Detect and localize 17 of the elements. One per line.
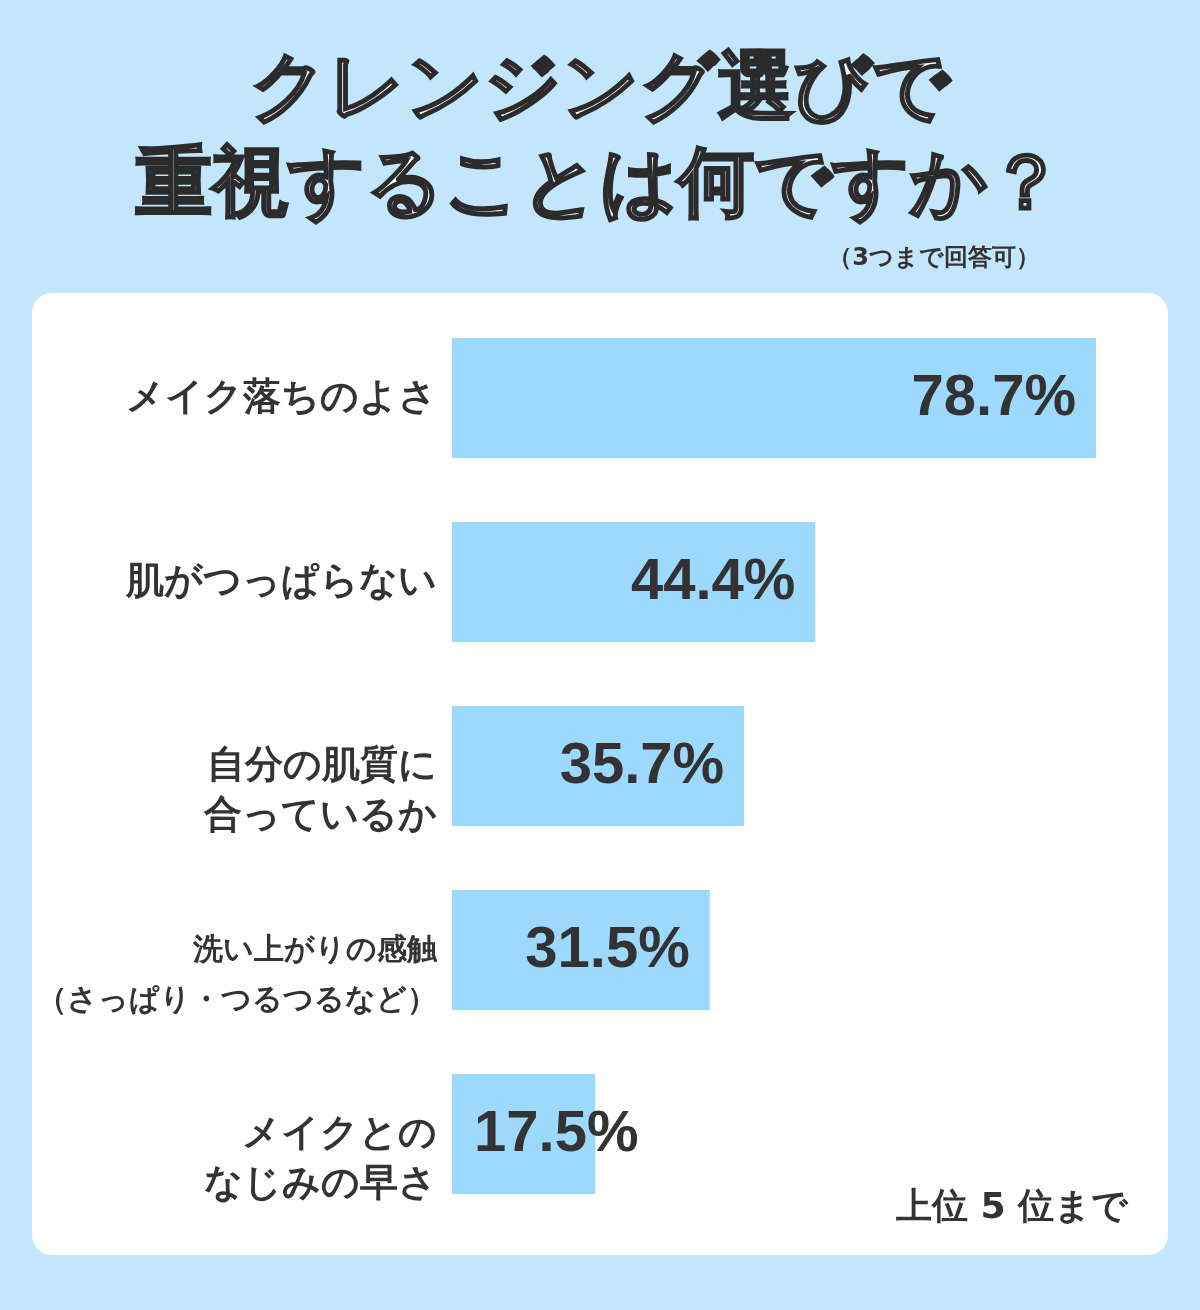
data-label: 35.7% xyxy=(559,730,725,795)
y-tick-label: メイクとのなじみの早さ xyxy=(204,1110,437,1204)
data-label: 78.7% xyxy=(911,362,1077,427)
annotation: 上位 5 位まで xyxy=(895,1185,1129,1226)
bar xyxy=(452,706,745,826)
bar xyxy=(452,522,816,642)
bar xyxy=(452,338,1096,458)
y-tick-label: 肌がつっぱらない xyxy=(125,558,437,602)
data-label: 44.4% xyxy=(630,546,796,611)
bar xyxy=(452,890,710,1010)
y-tick-label: メイク落ちのよさ xyxy=(126,374,437,418)
chart-subtitle: （3つまで回答可） xyxy=(828,243,1040,271)
chart-title: クレンジング選びで重視することは何ですか？ xyxy=(136,41,1064,226)
y-tick-label: 自分の肌質に合っているか xyxy=(203,742,437,836)
data-label: 17.5% xyxy=(474,1098,639,1163)
y-tick-label: 洗い上がりの感触（さっぱり・つるつるなど） xyxy=(37,931,438,1016)
data-label: 31.5% xyxy=(525,914,690,979)
